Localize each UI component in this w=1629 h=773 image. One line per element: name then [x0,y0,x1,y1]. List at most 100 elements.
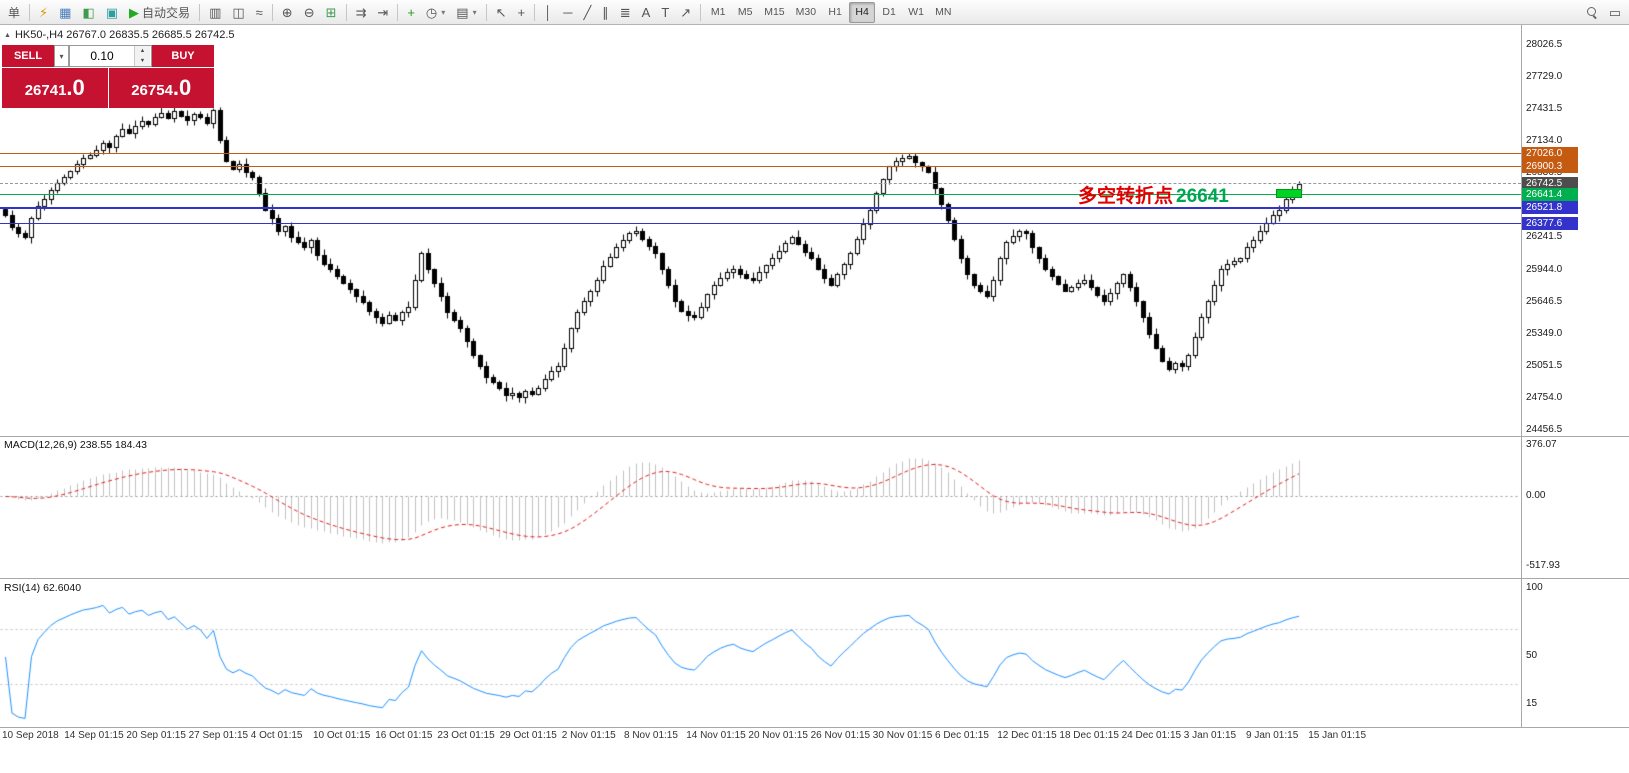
fibonacci-button[interactable]: ≣ [615,2,636,23]
horizontal-line-button[interactable]: ─ [558,2,577,23]
periods-button[interactable]: ◷ ▾ [421,2,450,23]
crosshair-button[interactable]: + [513,2,531,23]
toolbar-separator [485,3,487,21]
sell-price[interactable]: 26741.0 [2,68,108,108]
periods-icon: ◷ [425,4,438,20]
timeframe-w1-button[interactable]: W1 [903,2,929,23]
one-click-trading-panel: SELL ▾ ▲ ▼ BUY 26741.0 26754.0 [2,45,214,108]
time-axis-label: 14 Sep 01:15 [64,730,124,741]
chart-canvas[interactable] [0,25,1629,773]
hline-26377.6[interactable] [0,223,1521,224]
time-axis-label: 2 Nov 01:15 [561,730,616,741]
price-axis-label: 26241.5 [1526,231,1563,243]
timeframe-m30-button[interactable]: M30 [791,2,821,23]
indicators-button[interactable]: + [402,2,420,23]
channel-button[interactable]: ∥ [597,2,614,23]
navigator-icon: ◧ [82,4,95,20]
timeframe-h4-button[interactable]: H4 [849,1,876,23]
buy-button[interactable]: BUY [152,45,214,67]
data-window-button[interactable]: ▦ [54,2,76,23]
order-marker[interactable] [1276,189,1302,198]
timeframe-m1-button[interactable]: M1 [705,2,731,23]
timeframe-d1-label: D1 [882,6,896,18]
time-axis-label: 24 Dec 01:15 [1121,730,1182,741]
price-axis-label: 24754.0 [1526,391,1563,403]
hline-26900.3[interactable] [0,166,1521,167]
price-axis-label: 25051.5 [1526,359,1563,371]
toolbar: 单 ⚡ ▦ ◧ ▣ ▶ 自动交易 ▥ ◫ ≈ ⊕ ⊖ ⊞ ⇉ ⇥ + ◷ ▾ ▤ ▾ ↖ + │ ─ ╱ ∥ ≣ A T ↗ M1 M5 M15… [0,0,1629,25]
time-axis-label: 6 Dec 01:15 [935,730,989,741]
trendline-icon: ╱ [583,4,592,20]
bar-chart-button[interactable]: ▥ [204,2,226,23]
auto-scroll-button[interactable]: ⇉ [351,2,372,23]
chevron-down-icon: ▾ [441,7,446,17]
search-icon [1586,6,1598,18]
toolbar-separator [534,3,536,21]
cursor-button[interactable]: ↖ [491,2,512,23]
volume-input[interactable] [70,46,134,66]
volume-increase-button[interactable]: ▲ [135,46,150,56]
arrow-tools-button[interactable]: ↗ [675,2,696,23]
zoom-in-button[interactable]: ⊕ [277,2,298,23]
hline-26641.4[interactable] [0,194,1521,195]
candlestick-chart-button[interactable]: ◫ [227,2,249,23]
timeframe-h1-button[interactable]: H1 [822,2,848,23]
buy-price[interactable]: 26754.0 [108,68,214,108]
market-watch-icon: ⚡ [39,4,49,20]
navigator-button[interactable]: ◧ [77,2,99,23]
window-list-button[interactable]: ▭ [1604,2,1626,23]
sell-button[interactable]: SELL [2,45,54,67]
pane-separator[interactable] [0,436,1629,437]
templates-button[interactable]: ▤ ▾ [451,2,481,23]
new-order-button[interactable]: 单 [3,2,25,23]
horizontal-line-icon: ─ [563,4,573,20]
rsi-label: RSI(14) 62.6040 [4,582,82,594]
timeframe-d1-button[interactable]: D1 [876,2,902,23]
chart-annotation[interactable]: 多空转折点 26641 [1078,181,1229,208]
chevron-down-icon: ▾ [472,7,477,17]
zoom-out-button[interactable]: ⊖ [299,2,320,23]
price-axis-label: 24456.5 [1526,423,1563,435]
market-watch-button[interactable]: ⚡ [34,2,53,23]
new-order-label: 单 [8,5,21,20]
time-axis-label: 10 Sep 2018 [2,730,59,741]
price-axis-label: 27134.0 [1526,135,1563,147]
text-button[interactable]: A [637,2,656,23]
text-label-button[interactable]: T [656,2,674,23]
hline-26521.8[interactable] [0,207,1521,209]
price-tag-26900.3: 26900.3 [1522,160,1578,173]
time-axis-label: 23 Oct 01:15 [437,730,495,741]
hline-26742.5[interactable] [0,183,1521,184]
tile-windows-button[interactable]: ⊞ [321,2,342,23]
terminal-icon: ▣ [105,4,119,20]
price-tag-26521.8: 26521.8 [1522,201,1578,214]
tile-windows-icon: ⊞ [325,4,337,20]
timeframe-m5-button[interactable]: M5 [732,2,758,23]
vertical-line-button[interactable]: │ [539,2,557,23]
arrow-tools-icon: ↗ [680,4,692,20]
crosshair-icon: + [517,4,526,20]
terminal-button[interactable]: ▣ [101,2,123,23]
pane-separator[interactable] [0,578,1629,579]
annotation-text: 多空转折点 [1078,186,1174,207]
time-axis-label: 30 Nov 01:15 [872,730,933,741]
trendline-button[interactable]: ╱ [578,2,596,23]
volume-decrease-button[interactable]: ▼ [135,56,150,66]
channel-icon: ∥ [602,4,609,20]
order-options-dropdown[interactable]: ▾ [54,45,69,67]
line-chart-button[interactable]: ≈ [251,2,268,23]
hline-27026.0[interactable] [0,153,1521,154]
price-axis-label: 27729.0 [1526,71,1563,83]
price-axis-label: 25646.5 [1526,295,1563,307]
autotrading-button[interactable]: ▶ 自动交易 [124,2,195,23]
timeframe-mn-button[interactable]: MN [930,2,956,23]
autotrading-icon: ▶ [129,4,140,20]
volume-control: ▲ ▼ [69,45,152,67]
chart-shift-button[interactable]: ⇥ [372,2,393,23]
window-list-icon: ▭ [1608,4,1621,20]
text-icon: A [641,4,651,20]
search-button[interactable] [1581,2,1603,23]
timeframe-m15-button[interactable]: M15 [759,2,789,23]
auto-scroll-icon: ⇉ [355,4,367,20]
fibonacci-icon: ≣ [619,4,631,20]
